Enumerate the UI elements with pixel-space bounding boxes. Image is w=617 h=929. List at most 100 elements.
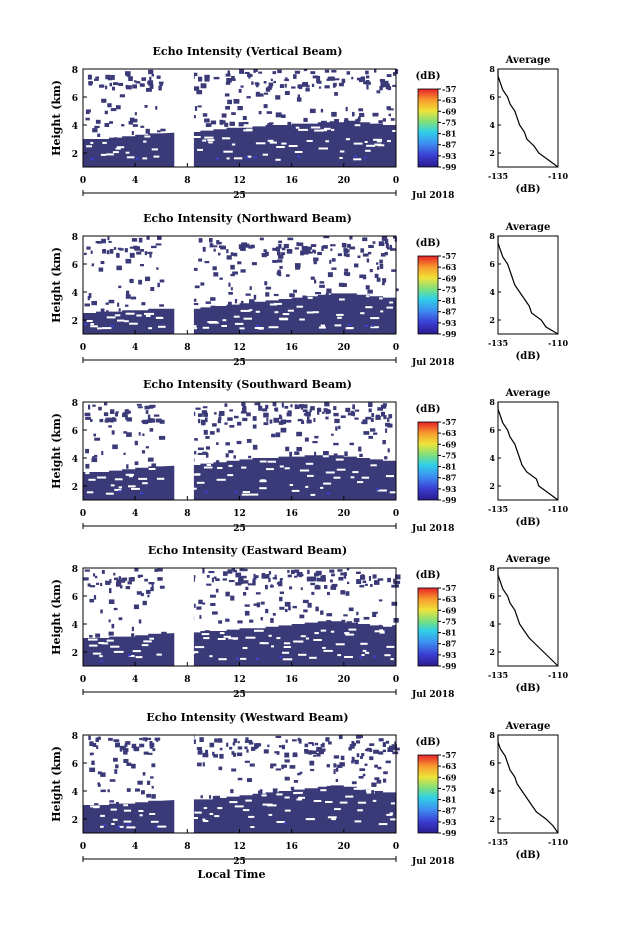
echo-speckle <box>259 789 263 795</box>
echo-speckle <box>210 242 213 247</box>
echo-speckle <box>323 236 330 239</box>
echo-speckle <box>284 83 287 88</box>
echo-gap-speckle <box>268 813 273 816</box>
echo-speckle <box>256 602 261 608</box>
echo-speckle <box>206 583 212 586</box>
echo-speckle <box>310 406 315 411</box>
echo-gap-speckle <box>379 631 385 634</box>
echo-speckle <box>213 754 218 758</box>
echo-gap-speckle <box>386 306 393 309</box>
echo-gap-speckle <box>101 642 109 645</box>
echo-speckle <box>125 304 129 307</box>
echo-speckle <box>265 608 269 614</box>
echo-gap-speckle <box>373 138 383 141</box>
echo-speckle <box>90 743 94 746</box>
echo-speckle <box>88 404 91 410</box>
colorbar-tick-label: -81 <box>442 296 456 306</box>
echo-speckle <box>340 755 345 761</box>
echo-gap-speckle <box>136 314 142 317</box>
x-tick-label: 16 <box>285 176 298 186</box>
echo-speckle <box>297 94 300 100</box>
echo-speckle <box>104 110 108 115</box>
echo-gap-speckle <box>324 127 331 130</box>
echo-speckle <box>142 433 145 436</box>
echo-gap-speckle <box>320 129 328 132</box>
echo-speckle <box>102 249 106 254</box>
echo-gap-speckle <box>143 140 147 143</box>
echo-bright-speckle <box>297 155 301 158</box>
echo-speckle <box>103 412 109 417</box>
echo-speckle <box>269 419 273 424</box>
echo-speckle <box>338 282 344 287</box>
echo-speckle <box>139 83 145 87</box>
echo-speckle <box>382 118 386 122</box>
echo-speckle <box>216 241 222 245</box>
echo-speckle <box>133 80 137 83</box>
echo-speckle <box>205 453 209 458</box>
echo-speckle <box>204 630 210 635</box>
echo-speckle <box>219 119 224 125</box>
echo-speckle <box>296 431 302 437</box>
echo-speckle <box>115 411 119 414</box>
echo-speckle <box>131 131 134 135</box>
echo-gap-speckle <box>331 128 335 131</box>
echo-speckle <box>256 743 260 747</box>
echo-speckle <box>374 777 380 781</box>
echo-speckle <box>208 571 215 574</box>
echo-speckle <box>134 246 140 251</box>
echo-speckle <box>375 416 381 420</box>
echo-speckle <box>295 264 300 270</box>
echo-gap-speckle <box>284 467 290 470</box>
echo-speckle <box>192 267 198 271</box>
echo-speckle <box>192 298 197 302</box>
echo-speckle <box>384 80 389 84</box>
echo-gap-speckle <box>99 655 103 658</box>
echo-speckle <box>192 72 198 77</box>
echo-speckle <box>377 407 383 411</box>
echo-gap-speckle <box>271 645 274 648</box>
y-axis-label: Height (km) <box>50 247 63 323</box>
x-tick-label: 0 <box>80 842 86 852</box>
echo-speckle <box>373 749 379 754</box>
echo-speckle <box>148 752 153 755</box>
echo-speckle <box>198 238 203 243</box>
echo-gap-speckle <box>339 298 345 301</box>
echo-speckle <box>272 260 278 263</box>
echo-speckle <box>277 69 282 74</box>
echo-speckle <box>119 745 126 751</box>
x-tick-label: 0 <box>80 176 86 186</box>
echo-gap-speckle <box>241 493 250 496</box>
avg-title: Average <box>505 55 551 66</box>
echo-bright-speckle <box>128 654 131 657</box>
echo-speckle <box>373 432 378 435</box>
echo-speckle <box>88 81 93 85</box>
echo-speckle <box>249 619 254 623</box>
echo-speckle <box>257 93 264 97</box>
echo-speckle <box>199 737 204 742</box>
echo-speckle <box>198 258 203 262</box>
echo-speckle <box>119 248 124 251</box>
echo-speckle <box>299 771 303 775</box>
echo-gap-speckle <box>276 146 285 148</box>
echo-gap-speckle <box>337 316 342 319</box>
avg-profile-line <box>497 402 559 501</box>
echo-speckle <box>100 308 105 314</box>
colorbar-tick-label: -93 <box>442 817 457 827</box>
echo-gap-speckle <box>379 297 383 300</box>
avg-y-tick-label: 8 <box>489 64 495 74</box>
echo-gap-speckle <box>92 652 102 655</box>
echo-speckle <box>320 108 324 113</box>
echo-speckle <box>196 606 202 610</box>
echo-speckle <box>245 586 249 590</box>
echo-speckle <box>123 750 128 755</box>
echo-speckle <box>120 585 123 589</box>
y-tick-label: 6 <box>72 593 78 603</box>
echo-speckle <box>86 246 91 250</box>
echo-speckle <box>292 739 297 742</box>
echo-speckle <box>255 592 261 595</box>
echo-speckle <box>109 578 112 584</box>
echo-speckle <box>243 410 246 414</box>
echo-speckle <box>388 414 393 419</box>
echo-speckle <box>392 84 396 87</box>
echo-speckle <box>324 69 330 73</box>
